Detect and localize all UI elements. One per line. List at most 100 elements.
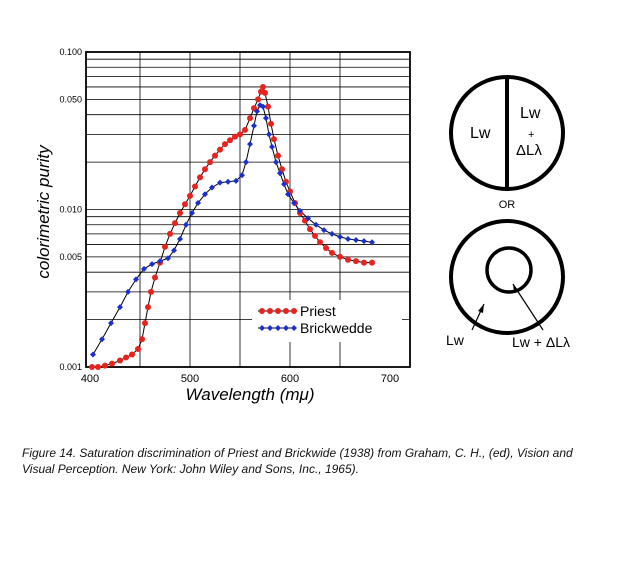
data-point-priest	[345, 256, 351, 263]
data-point-brickwedde	[209, 184, 215, 191]
data-point-priest	[95, 364, 101, 370]
data-point-brickwedde	[117, 304, 123, 311]
data-point-brickwedde	[202, 191, 208, 198]
data-point-brickwedde	[195, 199, 201, 206]
data-point-brickwedde	[125, 288, 131, 295]
data-point-brickwedde	[177, 235, 183, 242]
data-point-brickwedde	[133, 276, 139, 283]
or-label: OR	[499, 199, 516, 211]
figure-caption: Figure 14. Saturation discrimination of …	[22, 446, 573, 476]
data-point-priest	[317, 239, 323, 246]
data-point-brickwedde	[260, 103, 266, 110]
label-delta-l: ΔLλ	[516, 142, 542, 159]
data-point-priest	[222, 141, 228, 148]
y-tick-label: 0.001	[59, 362, 82, 372]
pointer-lw-delta	[512, 283, 544, 331]
data-point-priest	[262, 89, 268, 96]
label-lw-right: Lw	[520, 105, 541, 122]
data-point-priest	[187, 192, 193, 199]
y-axis-label: colorimetric purity	[34, 144, 53, 279]
data-point-brickwedde	[183, 221, 189, 228]
data-point-brickwedde	[353, 237, 359, 244]
data-point-brickwedde	[269, 143, 275, 150]
tick-labels: 400 500 600 700 0.001 0.005 0.010 0.050 0.100	[59, 47, 399, 385]
data-point-priest	[212, 152, 218, 159]
data-point-priest	[123, 354, 129, 361]
stimulus-diagram: Lw Lw + ΔLλ OR Lw Lw + ΔLλ	[446, 75, 570, 350]
data-point-brickwedde	[291, 199, 297, 206]
data-point-brickwedde	[281, 181, 287, 188]
data-point-priest	[145, 304, 151, 311]
data-point-brickwedde	[337, 233, 343, 240]
data-point-brickwedde	[243, 159, 249, 166]
split-field-circle	[449, 75, 565, 191]
data-point-priest	[242, 126, 248, 133]
data-point-priest	[323, 244, 329, 251]
data-point-priest	[275, 152, 281, 159]
grid-lines	[86, 52, 410, 367]
y-tick-label: 0.100	[59, 47, 82, 57]
data-point-brickwedde	[247, 141, 253, 148]
data-point-brickwedde	[233, 177, 239, 184]
data-point-brickwedde	[254, 108, 260, 115]
data-point-brickwedde	[149, 261, 155, 268]
data-point-brickwedde	[273, 159, 279, 166]
data-point-brickwedde	[165, 255, 171, 262]
data-point-priest	[202, 166, 208, 173]
data-point-priest	[329, 249, 335, 256]
data-point-priest	[197, 174, 203, 181]
x-tick-label: 400	[81, 373, 99, 385]
data-point-brickwedde	[297, 207, 303, 214]
outer-field-circle	[449, 219, 565, 335]
data-point-brickwedde	[369, 239, 375, 246]
data-point-brickwedde	[313, 221, 319, 228]
data-point-priest	[89, 364, 95, 370]
y-tick-label: 0.010	[59, 205, 82, 215]
data-point-priest	[369, 259, 375, 266]
data-point-priest	[192, 183, 198, 190]
data-point-brickwedde	[90, 351, 96, 358]
data-point-brickwedde	[329, 230, 335, 237]
y-tick-label: 0.050	[59, 94, 82, 104]
data-point-brickwedde	[285, 191, 291, 198]
data-point-priest	[255, 96, 261, 103]
data-point-brickwedde	[141, 265, 147, 272]
x-tick-label: 500	[181, 373, 199, 385]
data-point-brickwedde	[225, 178, 231, 185]
data-point-priest	[109, 360, 115, 367]
data-point-brickwedde	[217, 179, 223, 186]
legend-label-priest: Priest	[300, 303, 336, 319]
data-point-brickwedde	[108, 320, 114, 327]
data-point-brickwedde	[99, 336, 105, 343]
data-point-priest	[247, 115, 253, 122]
label-lw-plus-delta: Lw + ΔLλ	[512, 334, 570, 350]
data-point-priest	[361, 259, 367, 266]
x-tick-label: 700	[381, 373, 399, 385]
data-point-priest	[142, 320, 148, 327]
data-point-priest	[268, 120, 274, 127]
data-point-priest	[117, 357, 123, 364]
data-point-brickwedde	[239, 172, 245, 179]
data-point-brickwedde	[189, 210, 195, 217]
data-point-priest	[162, 243, 168, 250]
data-point-brickwedde	[345, 235, 351, 242]
y-tick-label: 0.005	[59, 252, 82, 262]
data-point-priest	[307, 226, 313, 233]
legend: Priest Brickwedde	[252, 300, 402, 342]
data-point-priest	[227, 137, 233, 144]
data-point-priest	[167, 230, 173, 237]
data-point-priest	[172, 220, 178, 227]
data-point-brickwedde	[305, 215, 311, 222]
x-axis-label: Wavelength (mμ)	[186, 385, 315, 404]
data-point-priest	[337, 253, 343, 260]
data-point-priest	[102, 362, 108, 369]
data-point-priest	[207, 159, 213, 166]
data-point-priest	[312, 232, 318, 239]
data-point-priest	[271, 136, 277, 143]
data-point-brickwedde	[361, 238, 367, 245]
data-point-priest	[152, 274, 158, 281]
data-point-priest	[148, 288, 154, 295]
label-lw-surround: Lw	[446, 332, 465, 348]
data-point-priest	[237, 131, 243, 138]
